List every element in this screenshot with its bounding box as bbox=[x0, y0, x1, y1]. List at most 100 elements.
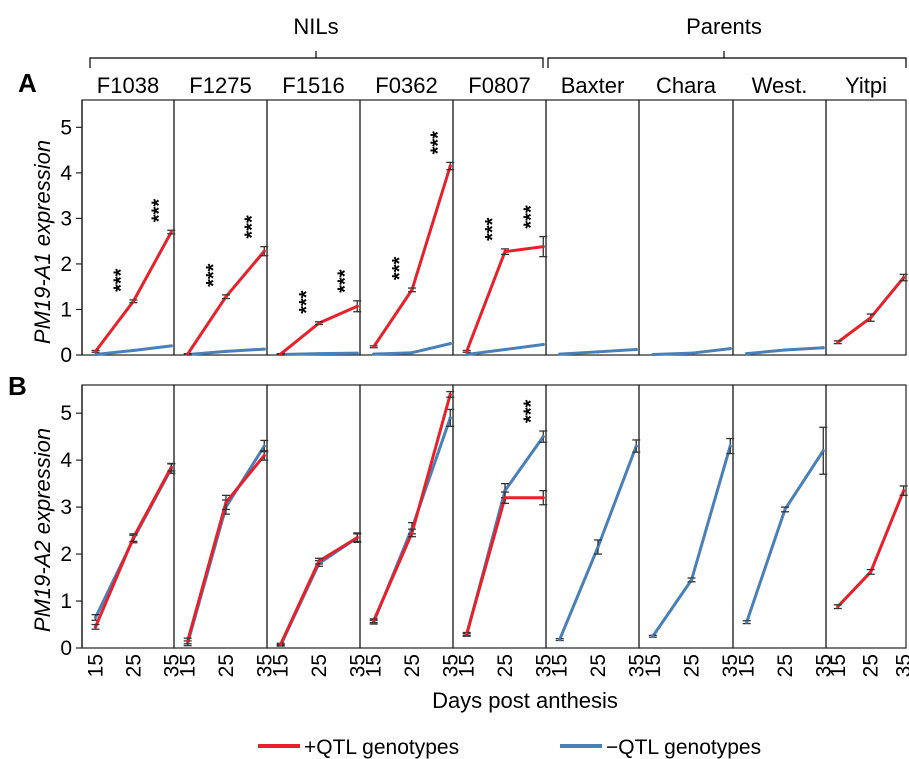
data-point-plus bbox=[465, 349, 469, 353]
data-point-minus bbox=[541, 342, 545, 347]
data-point-minus bbox=[93, 615, 98, 620]
y-tick-label: 1 bbox=[60, 298, 72, 321]
facet-frame bbox=[81, 99, 175, 356]
x-tick-label: 25 bbox=[774, 654, 797, 677]
panel-a: 0 1 2 3 4 5 *** *** *** *** *** *** *** *** *** *** bbox=[60, 99, 908, 367]
line-label: F1038 bbox=[97, 73, 159, 98]
line-label: F1275 bbox=[189, 73, 251, 98]
facet-frame bbox=[266, 99, 361, 356]
data-point-minus bbox=[634, 444, 638, 448]
x-tick-label: 25 bbox=[587, 654, 610, 677]
facet-frame bbox=[825, 99, 907, 356]
significance-marker: *** bbox=[482, 217, 504, 241]
panel-letter-a: A bbox=[18, 68, 37, 98]
data-point-minus bbox=[317, 352, 321, 356]
y-tick-label: 4 bbox=[60, 162, 72, 185]
data-point-minus bbox=[262, 347, 266, 351]
x-tick-label: 25 bbox=[681, 654, 704, 677]
y-tick-label: 5 bbox=[60, 116, 72, 139]
data-point-minus bbox=[821, 346, 825, 350]
x-tick-label: 15 bbox=[456, 654, 479, 677]
data-point-plus bbox=[869, 316, 873, 320]
series-line-minus bbox=[186, 445, 266, 644]
x-tick-label: 35 bbox=[625, 654, 648, 677]
data-point-plus bbox=[836, 605, 840, 609]
series-line-minus bbox=[745, 449, 825, 623]
line-label: Baxter bbox=[561, 73, 625, 98]
x-tick-label: 15 bbox=[363, 654, 386, 677]
data-point-minus bbox=[783, 507, 787, 512]
x-tick-label: 35 bbox=[160, 654, 183, 677]
series-line-plus bbox=[465, 245, 544, 352]
data-point-minus bbox=[503, 347, 507, 352]
y-tick-label: 5 bbox=[60, 402, 72, 425]
y-tick-label: 0 bbox=[60, 344, 72, 367]
series-line-minus bbox=[465, 435, 545, 636]
x-tick-label: 35 bbox=[893, 654, 909, 677]
series-line-plus bbox=[279, 304, 358, 356]
data-point-plus bbox=[279, 642, 283, 646]
series-line-minus bbox=[651, 445, 732, 638]
significance-marker: *** bbox=[241, 215, 263, 239]
data-point-plus bbox=[410, 288, 414, 292]
nils-bracket bbox=[89, 57, 544, 68]
parents-bracket bbox=[547, 57, 907, 68]
x-tick-label: 35 bbox=[346, 654, 369, 677]
group-label-parents: Parents bbox=[686, 14, 762, 39]
data-point-plus bbox=[262, 249, 266, 253]
data-point-plus bbox=[93, 625, 98, 629]
data-point-minus bbox=[728, 444, 732, 448]
significance-marker: *** bbox=[203, 263, 225, 287]
x-tick-label: 35 bbox=[532, 654, 555, 677]
facet-frame bbox=[359, 384, 454, 649]
data-point-plus bbox=[131, 299, 136, 303]
data-point-minus bbox=[634, 347, 638, 352]
data-point-plus bbox=[355, 536, 359, 540]
significance-marker: *** bbox=[110, 268, 132, 292]
data-point-minus bbox=[169, 344, 173, 348]
panel-letter-b: B bbox=[8, 371, 27, 401]
series-line-plus bbox=[279, 536, 359, 645]
x-tick-label: 15 bbox=[736, 654, 759, 677]
x-tick-label: 25 bbox=[122, 654, 145, 677]
data-point-minus bbox=[596, 545, 600, 549]
data-point-minus bbox=[131, 348, 136, 353]
y-axis-label-b: PM19-A2 expression bbox=[30, 428, 55, 632]
legend-label-minus: −QTL genotypes bbox=[606, 736, 761, 759]
y-tick-label: 3 bbox=[60, 496, 72, 519]
x-tick-label: 15 bbox=[549, 654, 572, 677]
data-point-plus bbox=[224, 500, 228, 505]
data-point-plus bbox=[902, 275, 906, 280]
data-point-plus bbox=[317, 559, 321, 563]
facet-frame bbox=[638, 99, 734, 356]
data-point-plus bbox=[131, 536, 136, 540]
facet-frame bbox=[173, 384, 268, 649]
line-label: Chara bbox=[656, 73, 717, 98]
significance-marker: *** bbox=[520, 205, 542, 229]
data-point-plus bbox=[503, 496, 507, 500]
line-label: F0807 bbox=[468, 73, 530, 98]
x-tick-label: 25 bbox=[494, 654, 517, 677]
data-point-plus bbox=[317, 321, 321, 325]
data-point-minus bbox=[821, 449, 825, 453]
x-tick-label: 25 bbox=[860, 654, 883, 677]
series-line-plus bbox=[836, 490, 906, 608]
data-point-plus bbox=[541, 496, 545, 500]
facet-frame bbox=[545, 384, 640, 649]
data-point-plus bbox=[372, 345, 376, 349]
data-point-minus bbox=[783, 348, 787, 352]
data-point-plus bbox=[902, 489, 906, 493]
data-point-plus bbox=[465, 632, 469, 636]
x-tick-label: 15 bbox=[177, 654, 200, 677]
y-tick-label: 4 bbox=[60, 449, 72, 472]
significance-marker: *** bbox=[427, 131, 449, 155]
y-tick-label: 2 bbox=[60, 543, 72, 566]
series-line-plus bbox=[465, 496, 544, 635]
data-point-minus bbox=[465, 352, 469, 357]
series-line-plus bbox=[186, 250, 266, 355]
data-point-plus bbox=[93, 349, 98, 353]
data-point-minus bbox=[355, 351, 359, 355]
data-point-minus bbox=[448, 416, 452, 420]
x-tick-label: 15 bbox=[270, 654, 293, 677]
